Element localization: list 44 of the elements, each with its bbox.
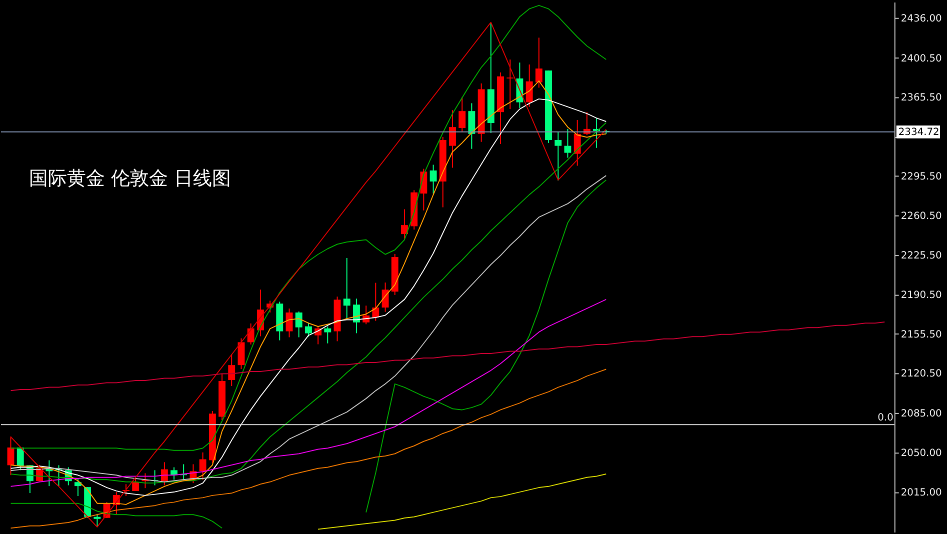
line-series — [318, 474, 607, 530]
candlestick — [458, 96, 466, 132]
candlestick — [526, 64, 533, 108]
line-series — [10, 321, 886, 392]
y-tick-label: 2120.50 — [900, 368, 942, 380]
y-tick-label: 2050.00 — [900, 448, 942, 460]
candlestick — [132, 478, 140, 492]
candlestick — [304, 322, 312, 338]
candlestick — [74, 478, 82, 496]
y-tick-label: 2015.00 — [900, 488, 942, 499]
candlestick — [324, 326, 332, 344]
candlestick — [430, 164, 437, 194]
candlestick — [295, 310, 302, 338]
annotation: 0.0 — [878, 412, 894, 424]
y-tick-label: 2155.50 — [900, 329, 942, 340]
y-tick-label: 2295.50 — [900, 172, 942, 183]
y-tick-label: 2085.00 — [900, 408, 942, 420]
y-tick-label: 2225.50 — [900, 250, 942, 262]
y-tick-label: 2400.50 — [900, 53, 942, 64]
candlestick — [574, 120, 581, 166]
candlestick — [401, 208, 408, 240]
y-tick-label: 2365.50 — [900, 92, 942, 104]
candlestick — [228, 354, 236, 386]
candlestick — [468, 102, 476, 150]
y-tick-label: 2436.00 — [900, 13, 942, 24]
line-series — [10, 368, 607, 529]
line-series — [10, 22, 607, 528]
candlestick — [352, 298, 360, 334]
candlestick — [94, 513, 101, 528]
annotation: 国际黄金 伦敦金 日线图 — [28, 168, 231, 190]
y-tick-label: 2190.50 — [900, 290, 942, 301]
y-tick-label: 2260.50 — [900, 211, 942, 222]
candlestick — [238, 338, 245, 370]
candlestick — [247, 322, 254, 345]
ref-line-label: 2334.72 — [898, 126, 940, 138]
candlestick — [554, 131, 562, 182]
candlestick — [449, 110, 456, 168]
line-series — [10, 298, 607, 487]
candlestick — [506, 59, 514, 110]
candlestick — [564, 128, 572, 158]
candlestick — [535, 37, 542, 88]
candlestick — [170, 466, 178, 480]
candlestick — [343, 257, 350, 320]
candlestick — [199, 452, 206, 481]
